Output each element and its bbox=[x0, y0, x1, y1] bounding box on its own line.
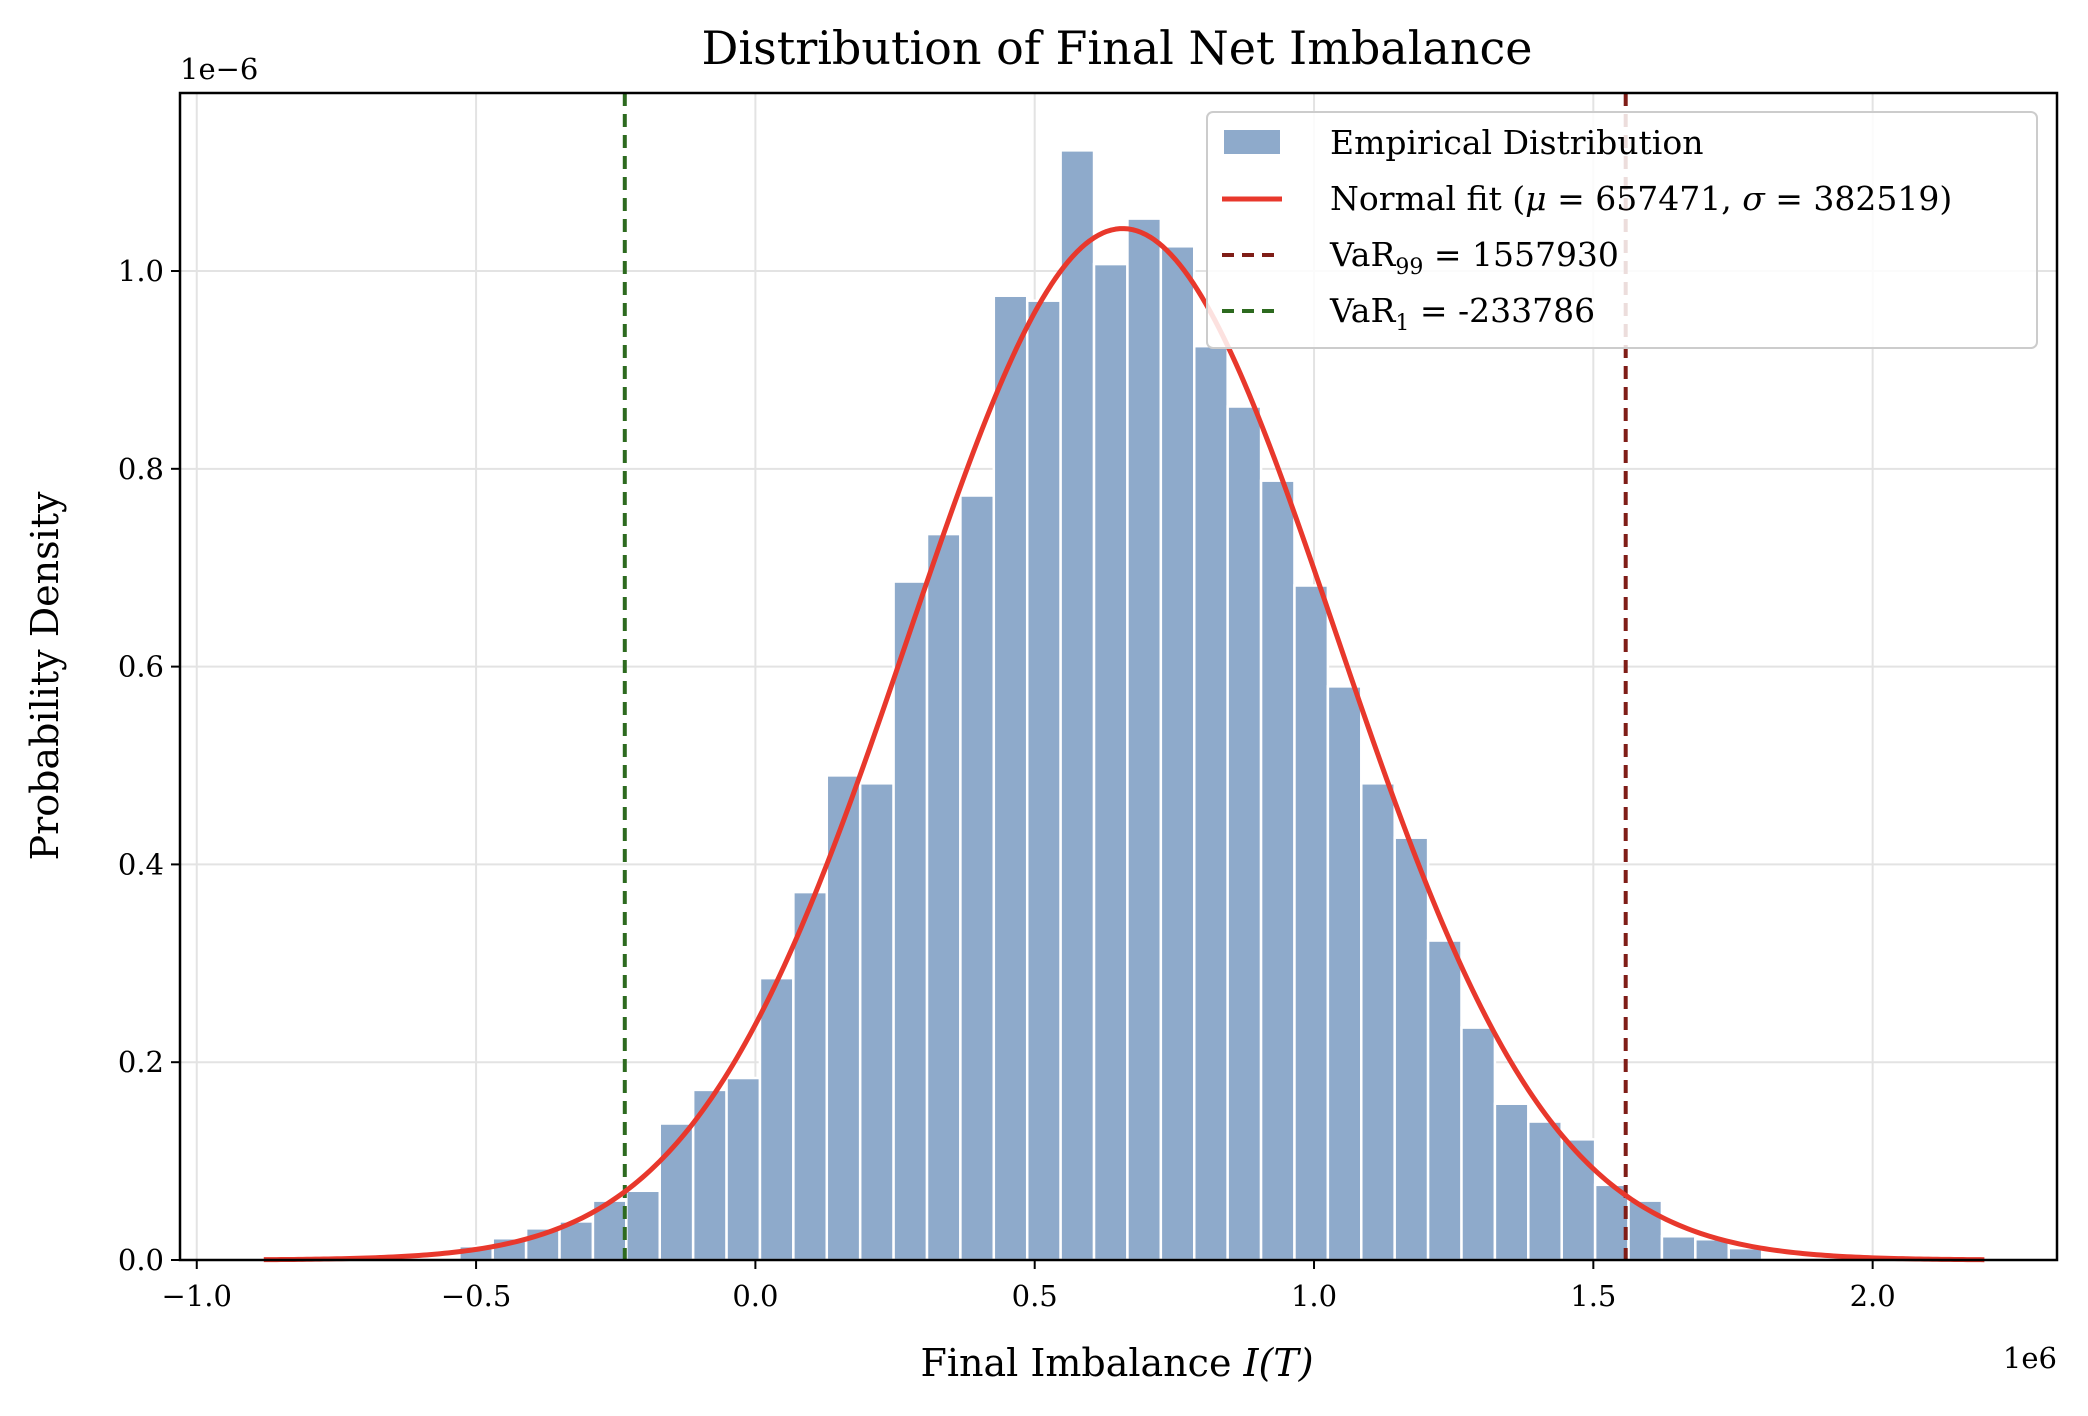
x-tick-label-3: 0.5 bbox=[1012, 1279, 1058, 1313]
histogram-bar-26 bbox=[1326, 685, 1363, 1262]
histogram-bar-9 bbox=[758, 976, 795, 1262]
histogram-bar-28 bbox=[1393, 836, 1430, 1262]
legend-mu-value: = 657471, bbox=[1547, 179, 1743, 218]
histogram-bar-5 bbox=[625, 1189, 662, 1262]
histogram-bar-25 bbox=[1293, 584, 1330, 1262]
legend-box bbox=[1206, 111, 2038, 349]
histogram-bar-18 bbox=[1059, 149, 1096, 1262]
histogram-bar-31 bbox=[1493, 1102, 1530, 1262]
histogram-bar-36 bbox=[1660, 1235, 1697, 1262]
histogram-bar-14 bbox=[925, 532, 962, 1262]
y-tick-label-3: 0.6 bbox=[118, 650, 164, 684]
legend-var99-label: VaR99 = 1557930 bbox=[1329, 235, 1619, 280]
x-tick-label-5: 1.5 bbox=[1570, 1279, 1616, 1313]
x-axis-label-main: Final Imbalance bbox=[920, 1341, 1243, 1385]
y-tick-label-4: 0.8 bbox=[118, 452, 164, 486]
y-tick-label-0: 0.0 bbox=[118, 1243, 164, 1277]
histogram-bar-22 bbox=[1193, 344, 1229, 1262]
histogram-bar-23 bbox=[1226, 405, 1263, 1262]
legend-normal-fit-prefix: Normal fit ( bbox=[1330, 179, 1525, 218]
legend-var1-subscript: 1 bbox=[1395, 311, 1409, 336]
y-tick-label-2: 0.4 bbox=[118, 847, 164, 881]
histogram-bar-15 bbox=[959, 494, 996, 1262]
y-axis-label: Probability Density bbox=[23, 491, 67, 861]
x-axis-label-var: I(T) bbox=[1243, 1341, 1314, 1385]
legend-sigma-symbol: σ bbox=[1742, 179, 1766, 218]
normal-fit-curve bbox=[263, 226, 1985, 1263]
legend-var1-value: = -233786 bbox=[1409, 291, 1595, 330]
histogram-bar-24 bbox=[1259, 479, 1296, 1262]
histogram-bar-8 bbox=[725, 1076, 762, 1262]
legend: Empirical Distribution Normal fit (μ = 6… bbox=[1206, 111, 2038, 349]
x-axis-label: Final Imbalance I(T) bbox=[920, 1341, 1313, 1385]
histogram-bar-29 bbox=[1426, 939, 1463, 1262]
axis-ticks: −1.0 −0.5 0.0 0.5 1.0 1.5 2.0 0.0 0.2 0.4 0.6 0.8 1.… bbox=[118, 254, 1896, 1313]
x-multiplier: 1e6 bbox=[2003, 1341, 2057, 1375]
histogram-bar-20 bbox=[1126, 217, 1163, 1262]
y-tick-label-1: 0.2 bbox=[118, 1045, 164, 1079]
histogram-bar-19 bbox=[1092, 262, 1129, 1262]
legend-mu-symbol: μ bbox=[1525, 179, 1546, 218]
y-tick-label-5: 1.0 bbox=[118, 254, 164, 288]
legend-normal-fit-label: Normal fit (μ = 657471, σ = 382519) bbox=[1330, 179, 1952, 218]
legend-var99-subscript: 99 bbox=[1395, 255, 1423, 280]
legend-var99-prefix: VaR bbox=[1329, 235, 1396, 274]
histogram-bar-21 bbox=[1159, 245, 1196, 1262]
histogram-bars bbox=[458, 149, 1764, 1262]
x-tick-label-0: −1.0 bbox=[162, 1279, 232, 1313]
x-tick-label-2: 0.0 bbox=[732, 1279, 778, 1313]
plot-frame bbox=[178, 91, 2059, 1262]
histogram-bar-32 bbox=[1527, 1120, 1563, 1262]
legend-var99-value: = 1557930 bbox=[1423, 235, 1619, 274]
histogram-bar-13 bbox=[892, 580, 929, 1262]
histogram-bar-17 bbox=[1025, 299, 1062, 1262]
histogram-bar-16 bbox=[992, 294, 1029, 1262]
x-tick-label-6: 2.0 bbox=[1850, 1279, 1896, 1313]
x-tick-label-1: −0.5 bbox=[441, 1279, 511, 1313]
legend-histogram-label: Empirical Distribution bbox=[1330, 123, 1703, 162]
y-multiplier: 1e−6 bbox=[180, 52, 258, 86]
histogram-bar-12 bbox=[858, 782, 895, 1262]
legend-sigma-value: = 382519) bbox=[1765, 179, 1952, 218]
legend-histogram-swatch bbox=[1224, 130, 1280, 154]
chart-title: Distribution of Final Net Imbalance bbox=[702, 21, 1533, 75]
legend-var1-label: VaR1 = -233786 bbox=[1329, 291, 1595, 336]
histogram-bar-10 bbox=[792, 890, 829, 1262]
histogram-bar-30 bbox=[1460, 1026, 1497, 1262]
histogram-bar-27 bbox=[1360, 782, 1396, 1262]
legend-var1-prefix: VaR bbox=[1329, 291, 1396, 330]
x-tick-label-4: 1.0 bbox=[1291, 1279, 1337, 1313]
